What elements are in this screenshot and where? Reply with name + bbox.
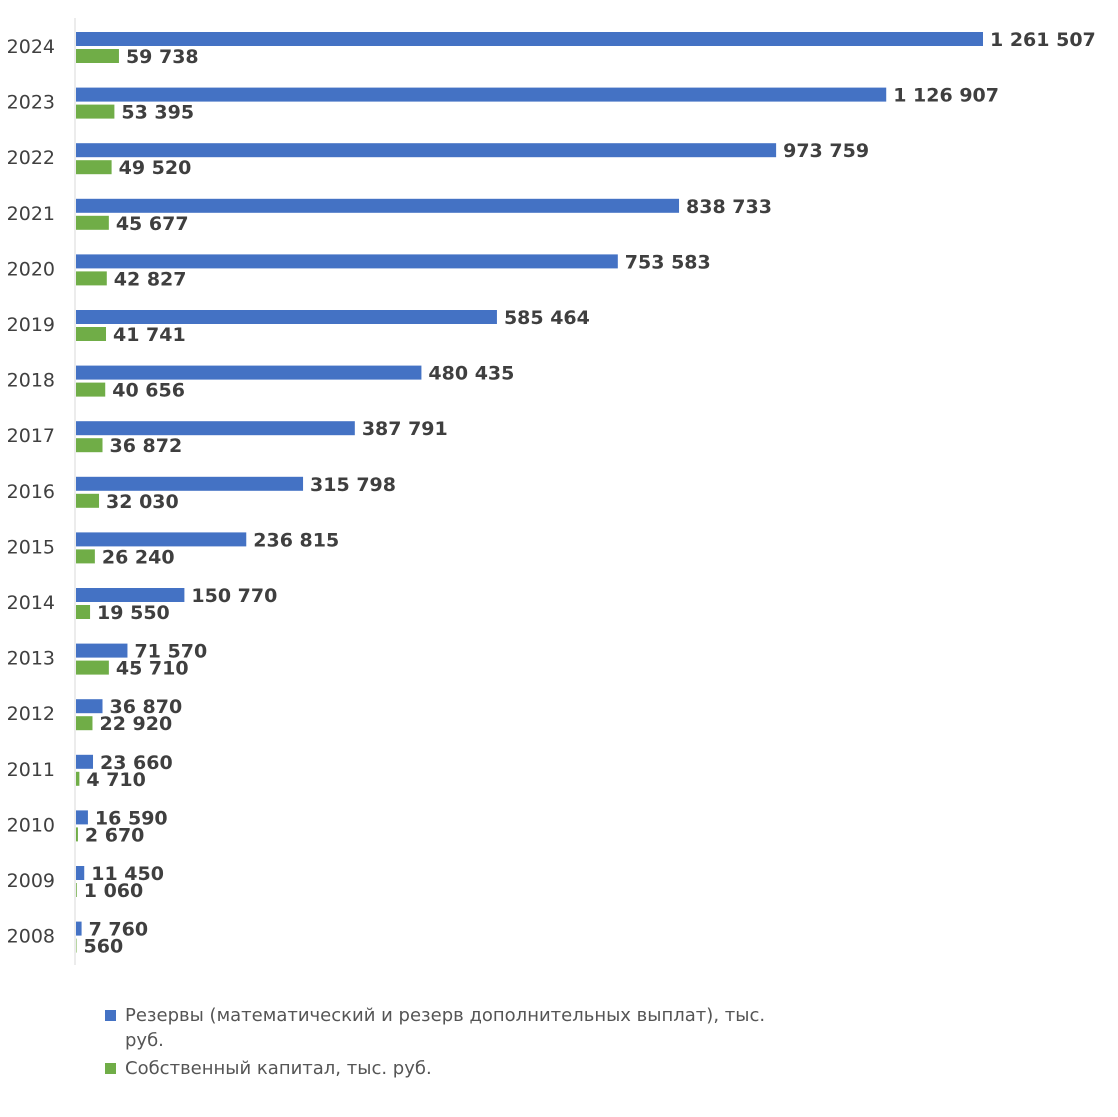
data-label-reserves-2024: 1 261 507 bbox=[990, 29, 1096, 51]
bar-reserves-2021 bbox=[76, 198, 680, 213]
data-label-equity-2024: 59 738 bbox=[126, 46, 199, 68]
legend-item-equity: Собственный капитал, тыс. руб. bbox=[105, 1056, 785, 1081]
bar-equity-2017 bbox=[76, 438, 103, 453]
year-label-2009: 2009 bbox=[7, 870, 55, 892]
bar-equity-2014 bbox=[76, 605, 91, 619]
data-label-reserves-2021: 838 733 bbox=[686, 196, 772, 218]
bar-equity-2015 bbox=[76, 549, 95, 564]
data-label-reserves-2012: 36 870 bbox=[110, 696, 183, 718]
data-label-equity-2014: 19 550 bbox=[97, 602, 170, 624]
data-label-reserves-2023: 1 126 907 bbox=[893, 85, 999, 107]
bar-reserves-2023 bbox=[76, 87, 887, 102]
data-label-equity-2020: 42 827 bbox=[114, 268, 187, 290]
data-label-equity-2015: 26 240 bbox=[102, 546, 175, 568]
bar-reserves-2015 bbox=[76, 532, 247, 547]
bar-equity-2022 bbox=[76, 160, 112, 175]
data-label-equity-2009: 1 060 bbox=[84, 880, 143, 902]
data-label-reserves-2018: 480 435 bbox=[428, 363, 514, 385]
legend-item-reserves: Резервы (математический и резерв дополни… bbox=[105, 1003, 785, 1053]
bar-equity-2021 bbox=[76, 215, 109, 230]
bar-equity-2019 bbox=[76, 327, 107, 341]
data-label-equity-2013: 45 710 bbox=[116, 658, 189, 680]
year-label-2015: 2015 bbox=[7, 536, 55, 558]
legend: Резервы (математический и резерв дополни… bbox=[105, 1003, 785, 1084]
bar-equity-2023 bbox=[76, 104, 115, 119]
data-label-reserves-2014: 150 770 bbox=[191, 585, 277, 607]
bar-reserves-2009 bbox=[76, 866, 85, 880]
year-label-2023: 2023 bbox=[7, 92, 55, 114]
data-label-reserves-2016: 315 798 bbox=[310, 474, 396, 496]
year-label-2013: 2013 bbox=[7, 648, 55, 670]
bar-reserves-2010 bbox=[76, 810, 88, 825]
year-label-2008: 2008 bbox=[7, 926, 55, 948]
bar-equity-2010 bbox=[76, 827, 78, 842]
year-label-2019: 2019 bbox=[7, 314, 55, 336]
data-label-reserves-2022: 973 759 bbox=[783, 140, 869, 162]
data-label-reserves-2020: 753 583 bbox=[625, 251, 711, 273]
data-label-equity-2021: 45 677 bbox=[116, 213, 189, 235]
year-label-2018: 2018 bbox=[7, 370, 55, 392]
legend-swatch-reserves bbox=[105, 1010, 116, 1021]
bar-chart: 2024 1 261 507 59 738 2023 1 126 907 53 395 20… bbox=[7, 18, 1096, 965]
data-label-equity-2023: 53 395 bbox=[121, 102, 194, 124]
data-label-equity-2012: 22 920 bbox=[99, 713, 172, 735]
bar-reserves-2020 bbox=[76, 254, 618, 269]
bar-equity-2009 bbox=[76, 883, 77, 897]
legend-label-equity: Собственный капитал, тыс. руб. bbox=[125, 1058, 432, 1079]
data-label-equity-2011: 4 710 bbox=[86, 769, 146, 791]
data-label-equity-2019: 41 741 bbox=[113, 324, 186, 346]
bar-equity-2024 bbox=[76, 49, 119, 63]
bar-equity-2013 bbox=[76, 660, 109, 675]
data-label-equity-2022: 49 520 bbox=[119, 157, 192, 179]
year-label-2020: 2020 bbox=[7, 258, 55, 280]
bar-reserves-2018 bbox=[76, 365, 422, 380]
year-label-2014: 2014 bbox=[7, 592, 55, 614]
year-label-2011: 2011 bbox=[7, 759, 55, 781]
data-label-equity-2010: 2 670 bbox=[85, 824, 145, 846]
data-label-equity-2016: 32 030 bbox=[106, 491, 179, 513]
bar-reserves-2011 bbox=[76, 754, 94, 769]
data-label-reserves-2019: 585 464 bbox=[504, 307, 590, 329]
bar-reserves-2017 bbox=[76, 421, 355, 436]
year-label-2016: 2016 bbox=[7, 481, 55, 503]
bar-equity-2016 bbox=[76, 493, 100, 508]
data-label-reserves-2017: 387 791 bbox=[362, 418, 448, 440]
bar-reserves-2019 bbox=[76, 310, 497, 324]
data-label-reserves-2010: 16 590 bbox=[95, 807, 168, 829]
bar-equity-2018 bbox=[76, 382, 106, 397]
data-label-reserves-2008: 7 760 bbox=[89, 919, 148, 941]
bar-reserves-2008 bbox=[76, 921, 82, 936]
bar-equity-2008 bbox=[76, 938, 77, 953]
bar-equity-2020 bbox=[76, 271, 107, 286]
bar-reserves-2012 bbox=[76, 699, 103, 714]
bar-reserves-2024 bbox=[76, 32, 983, 46]
data-label-reserves-2015: 236 815 bbox=[253, 529, 339, 551]
year-label-2017: 2017 bbox=[7, 425, 55, 447]
year-label-2012: 2012 bbox=[7, 703, 55, 725]
data-label-reserves-2009: 11 450 bbox=[91, 863, 164, 885]
bar-reserves-2016 bbox=[76, 476, 304, 491]
data-label-equity-2017: 36 872 bbox=[110, 435, 183, 457]
bar-reserves-2014 bbox=[76, 588, 185, 602]
bars-layer: 2024 1 261 507 59 738 2023 1 126 907 53 395 20… bbox=[7, 29, 1096, 958]
year-label-2024: 2024 bbox=[7, 36, 55, 58]
year-label-2010: 2010 bbox=[7, 814, 55, 836]
legend-swatch-equity bbox=[105, 1063, 116, 1074]
bar-reserves-2022 bbox=[76, 143, 777, 158]
data-label-reserves-2011: 23 660 bbox=[100, 752, 173, 774]
year-label-2022: 2022 bbox=[7, 147, 55, 169]
data-label-equity-2018: 40 656 bbox=[112, 380, 185, 402]
data-label-reserves-2013: 71 570 bbox=[134, 641, 207, 663]
legend-label-reserves: Резервы (математический и резерв дополни… bbox=[125, 1005, 766, 1051]
bar-equity-2011 bbox=[76, 771, 80, 786]
data-label-equity-2008: 560 bbox=[84, 936, 124, 958]
bar-equity-2012 bbox=[76, 716, 93, 731]
year-label-2021: 2021 bbox=[7, 203, 55, 225]
bar-reserves-2013 bbox=[76, 643, 128, 658]
